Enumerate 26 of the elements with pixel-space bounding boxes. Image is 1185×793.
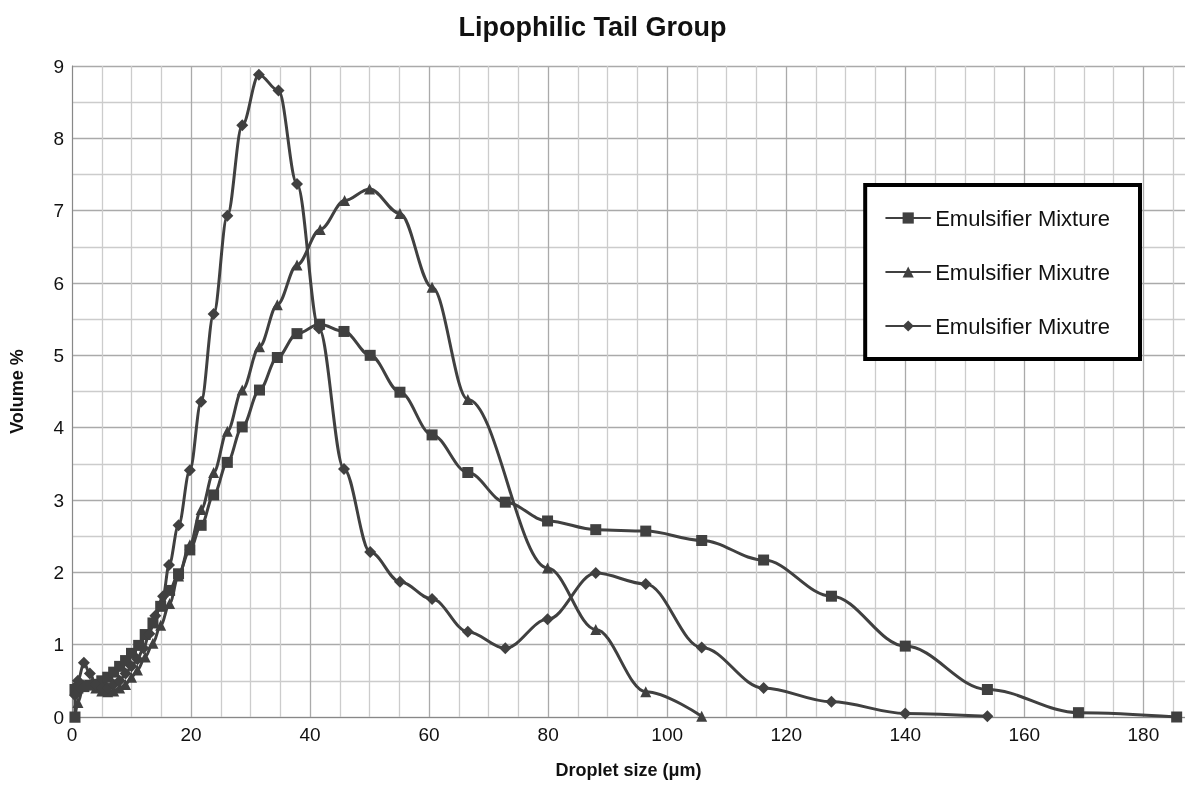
y-tick-label: 5 [53,344,64,366]
y-tick-label: 7 [53,200,64,222]
y-tick-label: 6 [53,272,64,294]
legend-label: Emulsifier Mixutre [935,259,1110,285]
x-axis-title: Droplet size (μm) [555,760,702,780]
y-tick-label: 8 [53,127,64,149]
x-tick-label: 80 [537,724,559,745]
legend-label: Emulsifier Mixture [935,205,1110,231]
x-tick-label: 140 [889,724,922,745]
y-tick-label: 9 [53,55,64,77]
x-tick-label: 100 [651,724,684,745]
x-tick-label: 40 [299,724,321,745]
x-tick-label: 120 [770,724,803,745]
y-tick-label: 2 [53,561,64,583]
chart-title: Lipophilic Tail Group [458,11,727,42]
x-tick-label: 180 [1127,724,1160,745]
y-axis-title: Volume % [7,349,27,434]
y-tick-label: 0 [53,706,64,728]
x-tick-label: 60 [418,724,440,745]
legend-label: Emulsifier Mixutre [935,313,1110,339]
x-tick-label: 0 [66,724,78,745]
y-tick-label: 1 [53,634,64,656]
y-tick-label: 4 [53,417,65,439]
x-tick-label: 160 [1008,724,1041,745]
x-tick-label: 20 [180,724,202,745]
y-tick-label: 3 [53,489,64,511]
